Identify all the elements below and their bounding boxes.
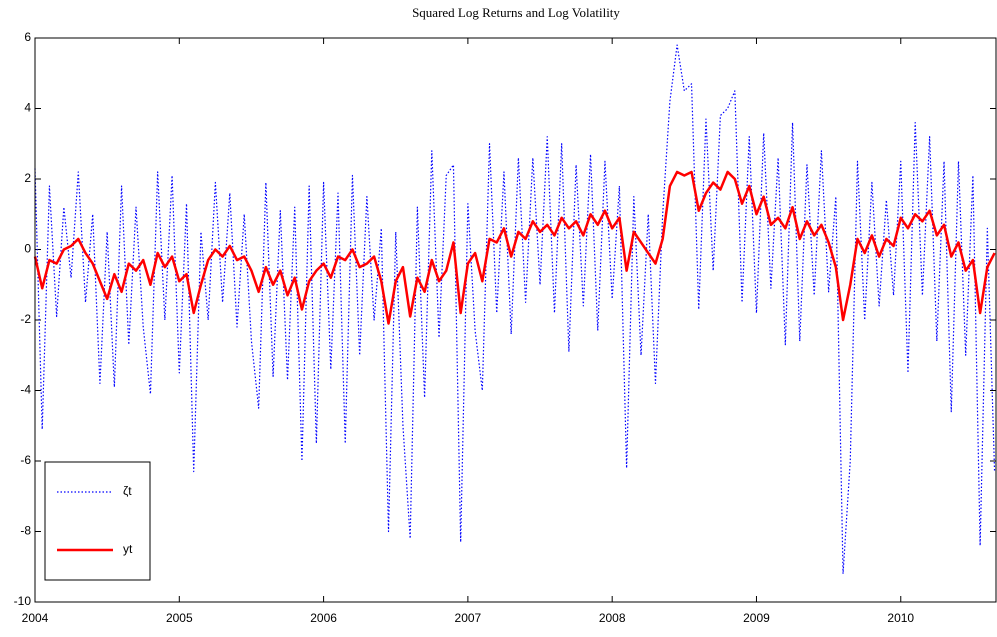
- y-tick-label: -8: [20, 524, 31, 538]
- legend-label: ζt: [123, 484, 132, 498]
- series-line: [33, 170, 996, 325]
- x-tick-label: 2007: [455, 611, 482, 625]
- x-tick-label: 2010: [887, 611, 914, 625]
- y-tick-label: 2: [24, 171, 31, 185]
- legend: ζt yt: [44, 461, 151, 581]
- y-tick-label: 6: [24, 30, 31, 44]
- x-tick-label: 2006: [310, 611, 337, 625]
- y-tick-label: -10: [14, 594, 32, 608]
- x-tick-label: 2005: [166, 611, 193, 625]
- plot-frame: [34, 37, 997, 603]
- y-tick-label: -2: [20, 312, 31, 326]
- x-tick-label: 2008: [599, 611, 626, 625]
- x-tick-label: 2009: [743, 611, 770, 625]
- legend-label: yt: [123, 542, 133, 556]
- y-tick-label: -4: [20, 383, 31, 397]
- legend-box: [44, 461, 151, 581]
- y-tick-label: -6: [20, 453, 31, 467]
- series-line: [34, 44, 996, 575]
- x-tick-label: 2004: [22, 611, 49, 625]
- y-tick-label: 0: [24, 242, 31, 256]
- y-tick-label: 4: [24, 101, 31, 115]
- chart-title: Squared Log Returns and Log Volatility: [412, 5, 620, 20]
